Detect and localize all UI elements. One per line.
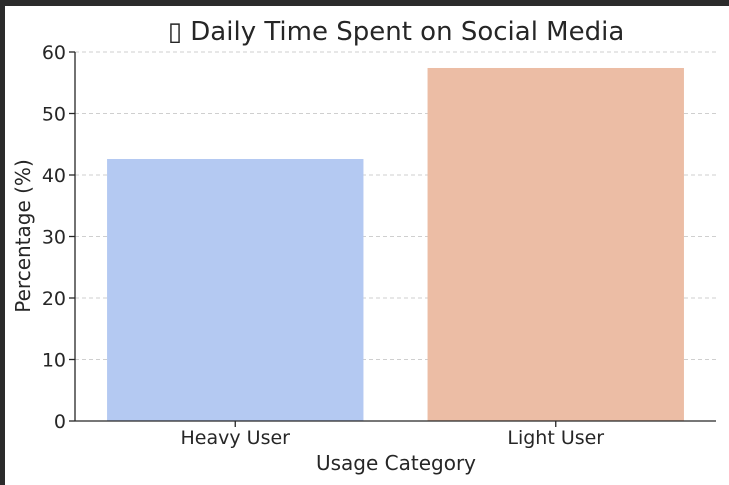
y-tick-label: 50 bbox=[42, 104, 66, 126]
bar bbox=[107, 159, 364, 421]
bar bbox=[427, 67, 684, 422]
y-tick-label: 0 bbox=[54, 411, 66, 433]
x-tick-label: Light User bbox=[507, 427, 604, 449]
y-tick-label: 20 bbox=[42, 288, 66, 310]
x-ticks: Heavy User Light User bbox=[181, 421, 604, 449]
y-tick-label: 10 bbox=[42, 350, 66, 372]
x-axis-label: Usage Category bbox=[316, 451, 476, 475]
y-axis-label: Percentage (%) bbox=[11, 159, 35, 312]
chart-title: ▯ Daily Time Spent on Social Media bbox=[168, 17, 625, 47]
y-tick-label: 30 bbox=[42, 227, 66, 249]
y-tick-label: 40 bbox=[42, 165, 66, 187]
y-ticks: 0 10 20 30 40 50 60 bbox=[42, 42, 75, 433]
y-tick-label: 60 bbox=[42, 42, 66, 64]
bars bbox=[107, 67, 684, 422]
x-tick-label: Heavy User bbox=[181, 427, 291, 449]
